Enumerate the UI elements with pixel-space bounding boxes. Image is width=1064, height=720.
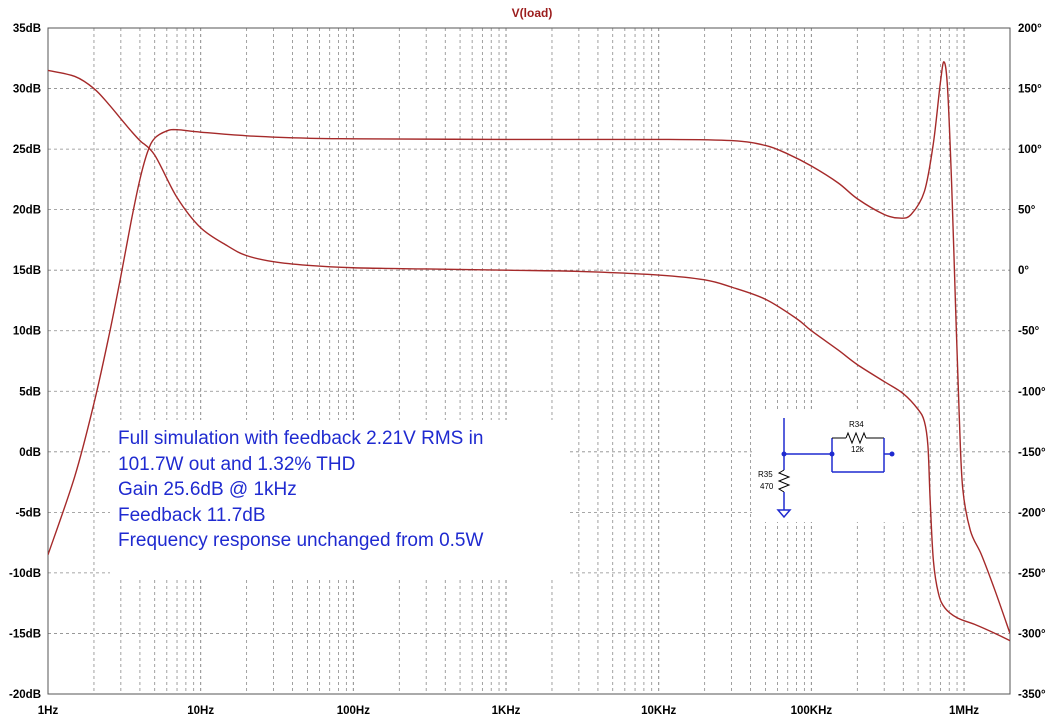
x-tick-label: 1MHz — [949, 705, 979, 717]
phase-curve — [48, 69, 1010, 642]
grid — [48, 28, 1010, 694]
left-tick-label: 20dB — [13, 205, 41, 217]
x-tick-label: 1KHz — [492, 705, 521, 717]
right-tick-label: 200° — [1018, 23, 1042, 35]
right-tick-label: -200° — [1018, 507, 1046, 519]
left-tick-label: -5dB — [15, 507, 41, 519]
left-tick-label: -20dB — [9, 689, 41, 701]
right-tick-label: -100° — [1018, 386, 1046, 398]
annotation-line: Gain 25.6dB @ 1kHz — [118, 479, 297, 500]
x-axis: 1Hz 10Hz 100Hz 1KHz 10KHz 100KHz 1MHz — [38, 705, 980, 717]
annotation-box: Full simulation with feedback 2.21V RMS … — [110, 420, 570, 580]
x-tick-label: 100Hz — [337, 705, 370, 717]
right-tick-label: -150° — [1018, 447, 1046, 459]
r34-name: R34 — [849, 420, 864, 429]
right-tick-label: 150° — [1018, 84, 1042, 96]
r34-value: 12k — [851, 445, 865, 454]
right-tick-label: -50° — [1018, 326, 1040, 338]
right-tick-label: -300° — [1018, 628, 1046, 640]
feedback-network-schematic: R34 12k R35 470 — [752, 412, 912, 522]
ground-icon — [776, 509, 792, 519]
r35-resistor — [777, 469, 791, 493]
curves — [48, 61, 1010, 642]
r35-value: 470 — [760, 482, 774, 491]
left-tick-label: 30dB — [13, 84, 41, 96]
left-tick-label: 5dB — [19, 386, 41, 398]
chart-title: V(load) — [512, 6, 553, 20]
x-tick-label: 100KHz — [791, 705, 833, 717]
plot-frame — [47, 27, 1011, 695]
r34-resistor — [845, 431, 867, 445]
x-tick-label: 10Hz — [187, 705, 214, 717]
x-tick-label: 1Hz — [38, 705, 59, 717]
magnitude-curve — [48, 61, 1010, 634]
right-axis: 200° 150° 100° 50° 0° -50° -100° -150° -200° -250… — [1018, 23, 1046, 701]
right-tick-label: 0° — [1018, 265, 1029, 277]
annotation-line: 101.7W out and 1.32% THD — [118, 453, 356, 475]
r35-name: R35 — [758, 470, 773, 479]
annotation-line: Feedback 11.7dB — [118, 504, 266, 526]
left-tick-label: 0dB — [19, 447, 41, 459]
right-tick-label: 50° — [1018, 205, 1036, 217]
left-tick-label: 10dB — [13, 326, 41, 338]
right-tick-label: 100° — [1018, 144, 1042, 156]
annotation-line: Frequency response unchanged from 0.5W — [118, 530, 484, 551]
left-tick-label: 15dB — [13, 265, 41, 277]
annotation-line: Full simulation with feedback 2.21V RMS … — [118, 428, 484, 449]
schematic-node — [889, 451, 895, 457]
left-tick-label: 25dB — [13, 144, 41, 156]
left-tick-label: 35dB — [13, 23, 41, 35]
left-tick-label: -10dB — [9, 568, 41, 580]
right-tick-label: -350° — [1018, 689, 1046, 701]
right-tick-label: -250° — [1018, 568, 1046, 580]
left-axis: 35dB 30dB 25dB 20dB 15dB 10dB 5dB 0dB -5dB -10dB -… — [9, 23, 41, 701]
left-tick-label: -15dB — [9, 628, 41, 640]
x-tick-label: 10KHz — [641, 705, 676, 717]
